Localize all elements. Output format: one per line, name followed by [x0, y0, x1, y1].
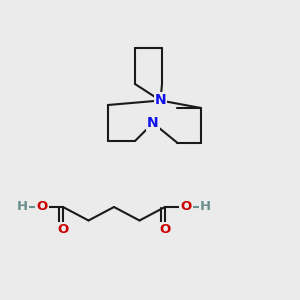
Text: N: N	[147, 116, 159, 130]
Text: N: N	[155, 94, 166, 107]
Text: O: O	[180, 200, 192, 214]
Text: O: O	[36, 200, 48, 214]
Text: H: H	[200, 200, 211, 214]
Text: O: O	[57, 223, 69, 236]
Text: H: H	[17, 200, 28, 214]
Text: O: O	[159, 223, 171, 236]
